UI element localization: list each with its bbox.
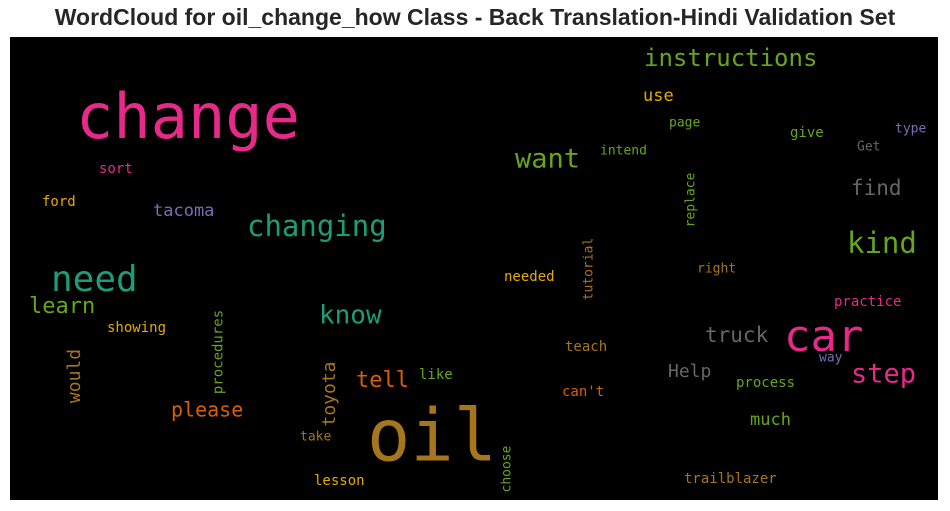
word-right: right — [697, 262, 736, 277]
word-replace: replace — [683, 172, 698, 227]
word-can-t: can't — [562, 384, 604, 400]
word-tutorial: tutorial — [581, 238, 596, 301]
word-procedures: procedures — [210, 310, 226, 394]
word-tacoma: tacoma — [153, 201, 214, 221]
word-would: would — [64, 349, 85, 403]
chart-title: WordCloud for oil_change_how Class - Bac… — [54, 4, 896, 30]
word-lesson: lesson — [314, 473, 365, 489]
wordcloud-canvas: change oil car need changing instructions want… — [10, 37, 938, 500]
word-type: type — [895, 122, 926, 137]
word-ford: ford — [42, 194, 76, 210]
wordcloud-svg: change oil car need changing instructions want… — [29, 44, 926, 492]
word-learn: learn — [29, 294, 95, 319]
word-step: step — [851, 359, 916, 390]
word-tell: tell — [356, 368, 409, 393]
word-instructions: instructions — [644, 44, 817, 72]
word-get: Get — [857, 140, 880, 155]
word-oil: oil — [367, 394, 497, 478]
word-toyota: toyota — [319, 361, 340, 426]
word-showing: showing — [107, 320, 166, 336]
word-much: much — [750, 410, 791, 430]
word-give: give — [790, 125, 824, 141]
word-want: want — [515, 144, 580, 175]
word-truck: truck — [705, 323, 769, 347]
word-way: way — [819, 351, 843, 366]
word-need: need — [51, 259, 138, 300]
word-car: car — [784, 311, 863, 362]
word-trailblazer: trailblazer — [684, 471, 777, 487]
word-take: take — [300, 430, 331, 445]
word-process: process — [736, 375, 795, 391]
word-page: page — [669, 116, 700, 131]
word-practice: practice — [834, 294, 901, 310]
word-needed: needed — [504, 269, 555, 285]
word-intend: intend — [600, 144, 647, 159]
word-like: like — [419, 367, 453, 383]
word-teach: teach — [565, 339, 607, 355]
word-help: Help — [668, 361, 711, 382]
word-kind: kind — [847, 226, 917, 260]
word-sort: sort — [99, 161, 133, 177]
word-changing: changing — [247, 209, 387, 243]
word-change: change — [76, 80, 300, 153]
word-choose: choose — [499, 445, 514, 492]
word-find: find — [851, 176, 902, 200]
word-know: know — [319, 301, 382, 331]
word-use: use — [643, 86, 674, 106]
word-please: please — [171, 398, 243, 422]
